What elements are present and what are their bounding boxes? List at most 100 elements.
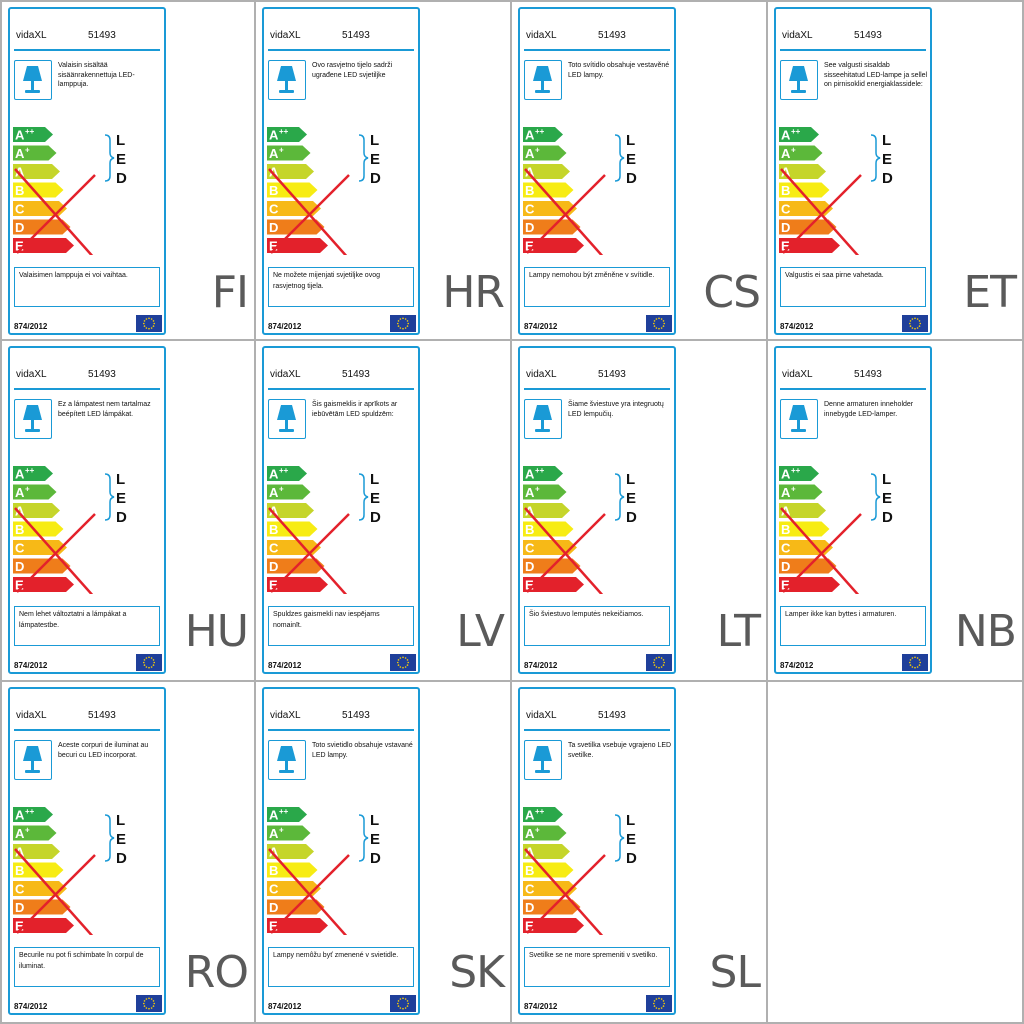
energy-class-arrow (13, 164, 60, 179)
eu-star (404, 998, 407, 1000)
eu-star (402, 997, 404, 1000)
energy-class-letter: A (269, 826, 279, 841)
eu-star (660, 666, 663, 668)
regulation-number: 874/2012 (524, 661, 558, 670)
energy-class-arrow (267, 164, 314, 179)
label-cell: vidaXL 51493 Toto svítidlo obsahuje vest… (512, 0, 768, 341)
lamp-icon (268, 740, 306, 780)
led-letter: E (626, 831, 636, 848)
language-code: ET (963, 267, 1017, 318)
header-divider (14, 729, 160, 731)
energy-class-letter: C (525, 541, 535, 556)
energy-class-superscript: ++ (279, 807, 289, 816)
energy-class-letter: D (525, 559, 534, 574)
label-cell: vidaXL 51493 Ez a lámpatest nem tartalma… (0, 341, 256, 682)
brand-name: vidaXL (16, 710, 47, 721)
eu-star (407, 661, 409, 664)
energy-class-arrow (523, 466, 563, 481)
eu-star (914, 656, 916, 659)
led-letter: D (626, 170, 637, 187)
energy-class-letter: C (269, 541, 279, 556)
eu-star (150, 327, 153, 329)
energy-label: vidaXL 51493 Toto svietidlo obsahuje vst… (262, 687, 420, 1015)
eu-star (914, 317, 916, 320)
energy-class-arrow (13, 484, 57, 500)
energy-class-letter: B (15, 522, 24, 537)
led-letter: E (626, 490, 636, 507)
label-description: See valgusti sisaldab sisseehitatud LED-… (824, 62, 928, 88)
brand-name: vidaXL (782, 30, 813, 41)
brand-name: vidaXL (526, 369, 557, 380)
label-cell: vidaXL 51493 See valgusti sisaldab sisse… (768, 0, 1024, 341)
led-letter: D (626, 509, 637, 526)
energy-class-arrow (523, 521, 574, 537)
energy-class-letter: A (525, 504, 535, 519)
header-divider (268, 729, 414, 731)
eu-star (916, 666, 919, 668)
eu-star (153, 322, 155, 325)
model-number: 51493 (854, 369, 882, 380)
energy-class-superscript: + (535, 146, 540, 155)
energy-class-scale: A ++ A + A B C D E L E D (13, 464, 163, 599)
energy-class-letter: A (525, 845, 535, 860)
eu-star (660, 998, 663, 1000)
energy-class-letter: A (15, 826, 25, 841)
energy-class-arrow (523, 503, 570, 518)
energy-class-letter: A (525, 146, 535, 161)
eu-star (150, 666, 153, 668)
energy-class-letter: A (269, 165, 279, 180)
eu-star (918, 659, 921, 661)
regulation-number: 874/2012 (780, 322, 814, 331)
energy-class-arrow (13, 466, 53, 481)
eu-flag-icon (390, 995, 416, 1012)
header-divider (268, 388, 414, 390)
energy-class-letter: E (525, 578, 534, 593)
eu-star (399, 666, 402, 668)
eu-star (145, 666, 148, 668)
eu-star (655, 998, 658, 1000)
lamp-icon (780, 60, 818, 100)
label-cell: vidaXL 51493 Šis gaismeklis ir aprīkots … (256, 341, 512, 682)
led-letter: D (370, 850, 381, 867)
lamp-icon (268, 60, 306, 100)
regulation-number: 874/2012 (524, 1002, 558, 1011)
label-description: Toto svítidlo obsahuje vestavěné LED lam… (568, 62, 670, 79)
eu-star (148, 1007, 150, 1010)
energy-class-letter: A (15, 467, 25, 482)
replacement-notice: Valgustis ei saa pirne vahetada. (780, 267, 926, 307)
energy-class-superscript: + (25, 146, 30, 155)
eu-star (152, 664, 155, 666)
eu-star (143, 1000, 146, 1002)
eu-star (397, 661, 399, 664)
energy-class-scale: A ++ A + A B C D E L E D (13, 125, 163, 260)
model-number: 51493 (854, 30, 882, 41)
energy-class-scale: A ++ A + A B C D E L E D (267, 805, 417, 940)
led-letter: E (116, 151, 126, 168)
cross-line (16, 174, 96, 254)
eu-star (152, 325, 155, 327)
energy-class-letter: D (269, 220, 278, 235)
energy-class-superscript: ++ (25, 127, 35, 136)
energy-class-arrow (13, 145, 57, 161)
bracket-icon (104, 473, 115, 521)
cross-line (270, 854, 350, 934)
lamp-icon (780, 399, 818, 439)
eu-star (660, 1007, 663, 1009)
led-letter: D (116, 850, 127, 867)
cross-line (16, 513, 96, 593)
energy-class-arrow (13, 521, 64, 537)
energy-class-letter: B (15, 183, 24, 198)
led-letter: L (626, 132, 635, 149)
eu-star (397, 664, 400, 666)
energy-class-arrow (267, 807, 307, 822)
lamp-icon (524, 740, 562, 780)
replacement-notice: Becurile nu pot fi schimbate în corpul d… (14, 947, 160, 987)
eu-star (402, 327, 404, 330)
eu-star (916, 327, 919, 329)
eu-star (399, 657, 402, 659)
led-letter: E (882, 490, 892, 507)
eu-star (919, 661, 921, 664)
energy-class-superscript: ++ (535, 127, 545, 136)
header-divider (780, 49, 926, 51)
eu-star (406, 325, 409, 327)
